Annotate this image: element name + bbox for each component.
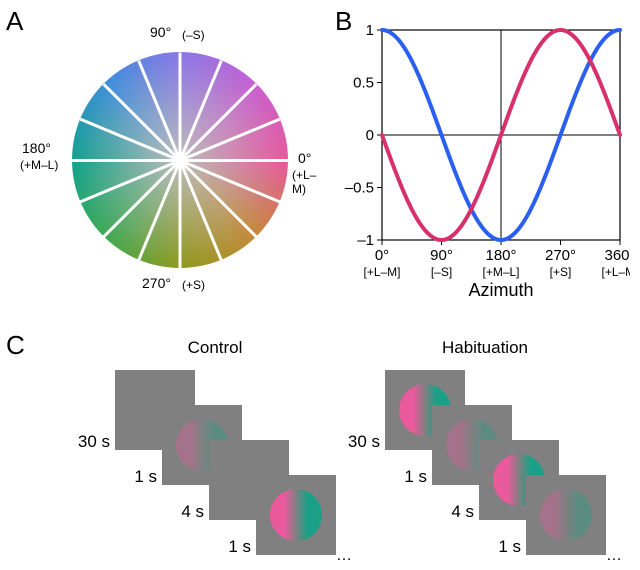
svg-text:[+L–M]: [+L–M] [601,265,630,279]
wheel-spoke [180,159,288,162]
stimulus-tile [256,475,336,555]
svg-text:0°: 0° [375,247,389,264]
a-bot-axis: (+S) [182,278,205,292]
svg-text:270°: 270° [545,247,576,264]
svg-text:–0.5: –0.5 [345,180,374,197]
svg-text:0: 0 [366,127,374,144]
time-label: 30 s [330,432,380,452]
stimulus-tile [526,475,606,555]
a-bot-deg: 270° [142,275,171,291]
a-top-axis: (–S) [182,28,205,42]
time-label: 1 s [471,537,521,557]
svg-text:180°: 180° [485,247,516,264]
svg-text:–1: –1 [357,232,374,249]
svg-text:[+M–L]: [+M–L] [482,265,519,279]
svg-text:[+S]: [+S] [550,265,572,279]
ellipsis: … [606,547,622,565]
time-label: 1 s [201,537,251,557]
time-label: 4 s [154,502,204,522]
wheel-spoke [179,52,182,160]
time-label: 1 s [107,467,157,487]
panel-c: Control30 s1 s4 s1 s…Habituation30 s1 s4… [20,320,620,560]
figure-root: A 90° (–S) 0° (+L–M) 270° (+S) 180° (+M–… [0,0,640,570]
sequence-title: Control [145,338,285,358]
svg-text:0.5: 0.5 [353,75,374,92]
svg-text:[–S]: [–S] [431,265,452,279]
svg-text:360°: 360° [604,247,630,264]
time-label: 1 s [377,467,427,487]
stimulus-disc [270,489,322,541]
panel-b: –1–0.500.510°[+L–M]90°[–S]180°[+M–L]270°… [340,5,630,305]
svg-text:[+L–M]: [+L–M] [363,265,400,279]
stimulus-disc [540,489,592,541]
panel-b-chart: –1–0.500.510°[+L–M]90°[–S]180°[+M–L]270°… [340,5,630,305]
svg-text:Azimuth: Azimuth [468,280,533,300]
svg-text:90°: 90° [430,247,453,264]
wheel-spoke [72,159,180,162]
time-label: 4 s [424,502,474,522]
sequence-title: Habituation [415,338,555,358]
panel-a: 90° (–S) 0° (+L–M) 270° (+S) 180° (+M–L) [20,10,320,300]
a-right-axis: (+L–M) [292,168,320,196]
svg-text:1: 1 [366,22,374,39]
time-label: 30 s [60,432,110,452]
ellipsis: … [336,547,352,565]
wheel-spoke [179,160,182,268]
a-right-deg: 0° [298,150,311,166]
a-left-deg: 180° [22,140,51,156]
a-top-deg: 90° [150,24,171,40]
a-left-axis: (+M–L) [20,158,58,172]
